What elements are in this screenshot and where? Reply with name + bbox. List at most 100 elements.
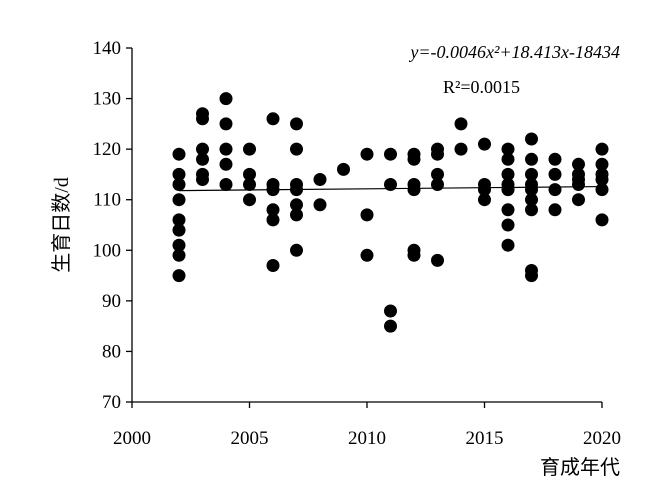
- data-point: [196, 173, 209, 186]
- data-point: [172, 238, 186, 252]
- data-point: [501, 152, 515, 166]
- data-point: [384, 178, 397, 191]
- y-axis-title: 生育日数/d: [50, 177, 73, 273]
- data-point: [172, 147, 186, 161]
- data-point: [572, 157, 585, 171]
- data-point: [243, 193, 256, 207]
- data-point: [172, 223, 186, 237]
- data-point: [525, 193, 538, 207]
- data-point: [525, 152, 538, 166]
- data-point: [595, 213, 609, 227]
- data-point: [501, 203, 515, 217]
- data-point: [196, 142, 209, 156]
- axes: [126, 47, 603, 408]
- data-point: [266, 213, 280, 227]
- trendline-equation: y=-0.0046x²+18.413x-18434: [408, 42, 620, 62]
- data-point: [313, 198, 327, 212]
- data-point: [172, 269, 186, 283]
- data-point: [525, 132, 538, 146]
- y-tick-label: 100: [93, 240, 122, 261]
- data-point: [595, 183, 609, 197]
- data-point: [431, 178, 444, 191]
- y-tick-label: 90: [102, 291, 121, 312]
- x-tick-label: 2020: [583, 428, 621, 449]
- data-point: [454, 142, 468, 156]
- data-point: [384, 304, 397, 318]
- data-point: [548, 167, 562, 181]
- data-point: [501, 167, 515, 181]
- data-point: [172, 248, 186, 262]
- data-point: [595, 157, 609, 171]
- data-point: [548, 152, 562, 166]
- data-point: [219, 142, 233, 156]
- data-point: [478, 183, 491, 197]
- y-tick-label: 140: [93, 38, 122, 59]
- data-point: [525, 203, 538, 217]
- data-point: [548, 183, 562, 197]
- x-axis-title: 育成年代: [540, 456, 620, 479]
- data-point: [595, 142, 609, 156]
- data-point: [266, 259, 280, 272]
- data-point: [172, 193, 186, 207]
- data-point: [360, 248, 374, 262]
- data-point: [172, 167, 186, 181]
- data-point: [572, 193, 585, 207]
- trendline-group: [178, 185, 603, 192]
- data-point: [172, 178, 186, 191]
- y-tick-label: 70: [102, 392, 121, 413]
- data-point: [431, 147, 444, 161]
- data-point: [384, 147, 397, 161]
- data-point: [548, 203, 562, 217]
- data-point: [501, 183, 515, 197]
- data-point: [525, 183, 538, 197]
- data-point: [478, 137, 491, 151]
- x-tick-label: 2010: [348, 428, 386, 449]
- data-point: [219, 178, 233, 191]
- data-point: [431, 253, 444, 267]
- data-points: [172, 92, 609, 333]
- data-point: [243, 142, 256, 156]
- y-tick-label: 130: [93, 89, 122, 110]
- data-point: [219, 117, 233, 131]
- data-point: [572, 178, 585, 191]
- data-point: [337, 162, 350, 176]
- y-tick-label: 80: [102, 341, 121, 362]
- x-tick-label: 2005: [231, 428, 269, 449]
- data-point: [196, 152, 209, 166]
- data-point: [478, 193, 491, 207]
- data-point: [219, 157, 233, 171]
- data-point: [501, 142, 515, 156]
- data-point: [407, 152, 421, 166]
- data-point: [290, 243, 303, 257]
- data-point: [595, 173, 609, 186]
- data-point: [501, 238, 515, 252]
- data-point: [501, 218, 515, 232]
- data-point: [219, 92, 233, 106]
- data-point: [266, 112, 280, 126]
- data-point: [360, 208, 374, 222]
- data-point: [525, 167, 538, 181]
- data-point: [290, 117, 303, 131]
- x-tick-label: 2015: [466, 428, 504, 449]
- data-point: [407, 183, 421, 197]
- r-squared-label: R²=0.0015: [443, 77, 520, 97]
- data-point: [196, 112, 209, 126]
- y-tick-label: 110: [93, 190, 121, 211]
- trendline: [178, 185, 603, 192]
- data-point: [431, 167, 444, 181]
- x-tick-label: 2000: [113, 428, 151, 449]
- data-point: [172, 213, 186, 227]
- y-tick-label: 120: [93, 139, 122, 160]
- data-point: [407, 248, 421, 262]
- data-point: [243, 178, 256, 191]
- data-point: [525, 269, 538, 283]
- tick-labels: 70 80 90 100 110 120 130 140 2000 2005 2010 2015 202…: [93, 38, 622, 449]
- data-point: [266, 203, 280, 217]
- data-point: [454, 117, 468, 131]
- data-point: [290, 208, 303, 222]
- data-point: [313, 173, 327, 186]
- data-point: [384, 319, 397, 333]
- data-point: [290, 142, 303, 156]
